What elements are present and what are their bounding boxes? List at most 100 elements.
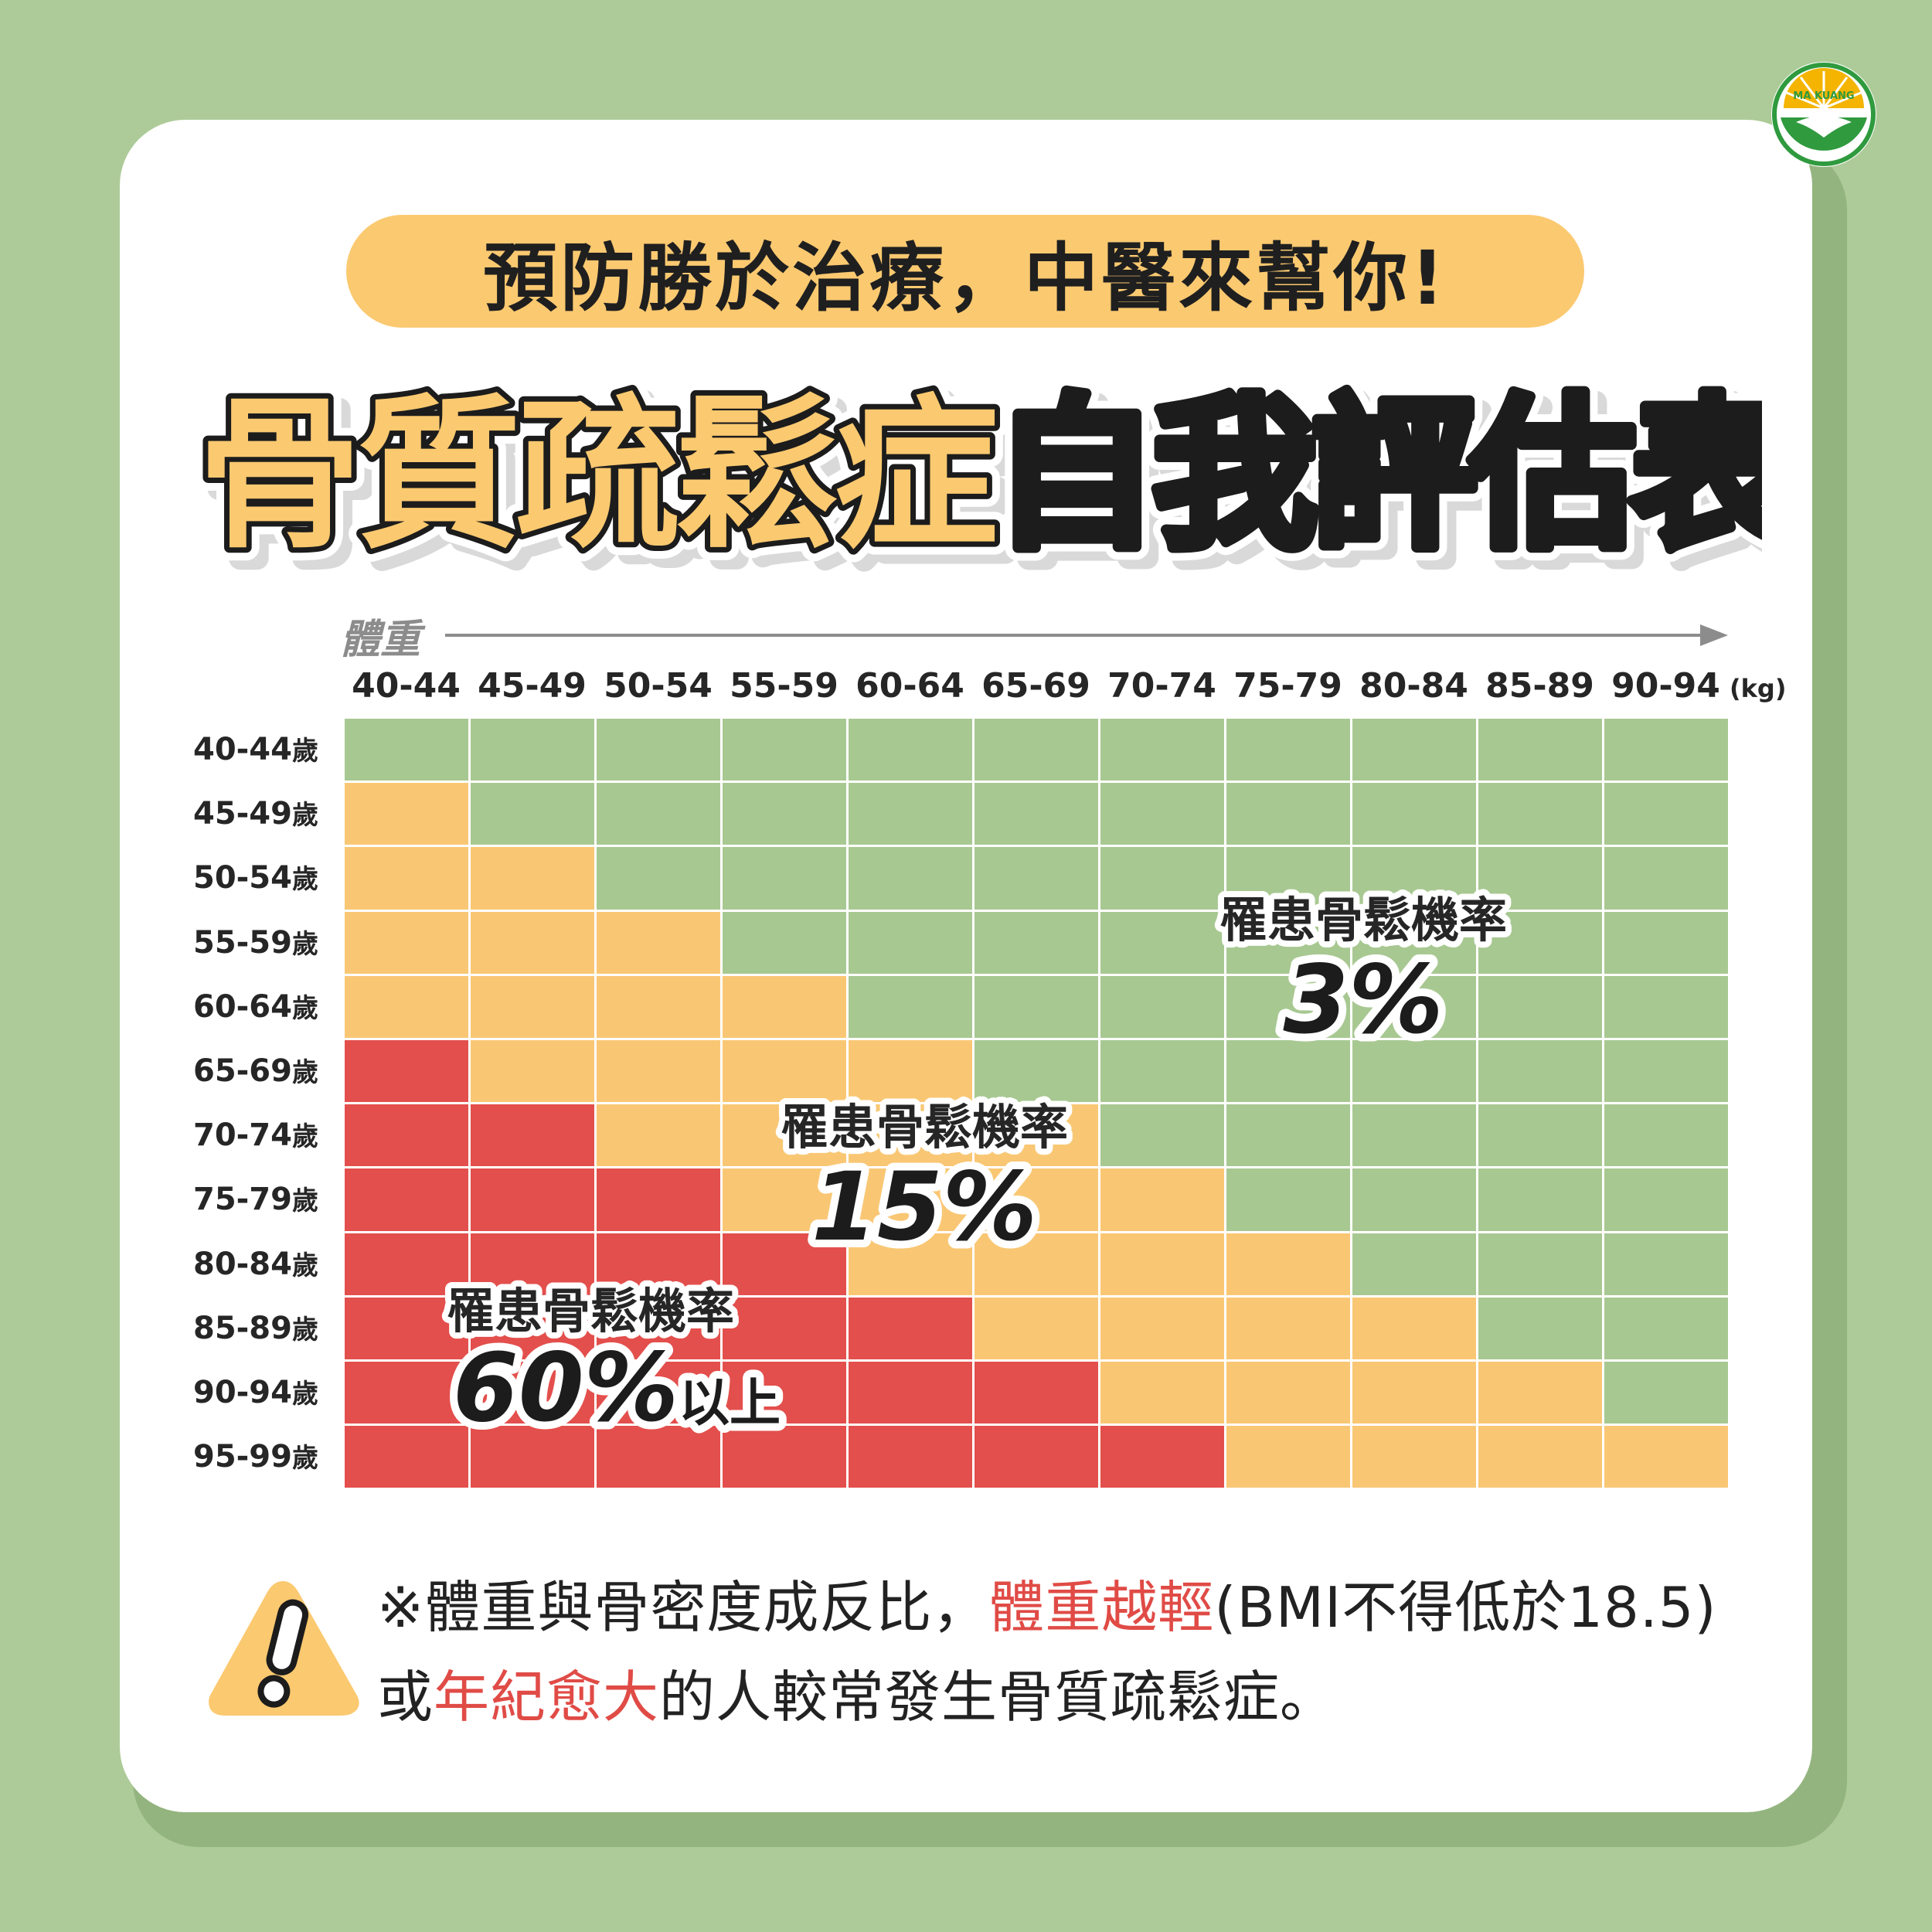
heatmap-cell — [1603, 1167, 1730, 1233]
heatmap-cell — [1477, 1424, 1604, 1490]
heatmap-cell — [1225, 1424, 1352, 1490]
heatmap-cell — [469, 1231, 596, 1297]
heatmap-cell — [595, 1039, 722, 1104]
x-axis-label: 體重 — [340, 617, 421, 663]
heatmap-cell — [1099, 974, 1226, 1039]
heatmap-cell — [847, 974, 974, 1039]
row-label-range: 95-99 — [193, 1439, 292, 1475]
title-rest: 自我評估表 — [994, 379, 1762, 570]
heatmap-cell — [973, 1360, 1100, 1426]
heatmap-cell — [847, 717, 974, 783]
row-label-range: 45-49 — [193, 796, 292, 832]
heatmap-cell — [469, 974, 596, 1039]
heatmap-cell — [469, 1167, 596, 1233]
risk-heatmap — [343, 717, 1730, 1490]
row-label: 90-94歲 — [193, 1360, 337, 1425]
row-label: 50-54歲 — [193, 845, 337, 910]
column-label: 75-79 — [1233, 666, 1342, 706]
note-highlight-weight: 體重越輕 — [988, 1575, 1215, 1640]
column-label: 60-64 — [855, 666, 964, 706]
heatmap-cell — [847, 1103, 974, 1168]
heatmap-cell — [1099, 1103, 1226, 1168]
heatmap-cell — [721, 1360, 848, 1426]
heatmap-cell — [1225, 1231, 1352, 1297]
column-label: 45-49 — [478, 666, 587, 706]
heatmap-cell — [973, 1295, 1100, 1361]
subtitle: 預防勝於治療，中醫來幫你! — [483, 234, 1447, 321]
heatmap-cell — [595, 974, 722, 1039]
row-label-range: 80-84 — [193, 1246, 292, 1282]
heatmap-cell — [847, 1167, 974, 1233]
heatmap-cell — [721, 1103, 848, 1168]
heatmap-cell — [1603, 1103, 1730, 1168]
title-highlight: 骨質疏鬆症 — [198, 379, 995, 570]
heatmap-cell — [1477, 717, 1604, 783]
heatmap-cell — [1225, 910, 1352, 975]
heatmap-cell — [1225, 1103, 1352, 1168]
heatmap-cell — [973, 717, 1100, 783]
heatmap-cell — [343, 910, 470, 975]
row-label-suffix: 歲 — [291, 864, 318, 896]
row-label-range: 65-69 — [193, 1053, 292, 1089]
heatmap-cell — [595, 717, 722, 783]
heatmap-cell — [595, 1167, 722, 1233]
heatmap-cell — [847, 1231, 974, 1297]
heatmap-cell — [469, 717, 596, 783]
heatmap-cell — [1477, 974, 1604, 1039]
heatmap-cell — [1351, 845, 1478, 911]
heatmap-cell — [1099, 845, 1226, 911]
heatmap-cell — [1603, 781, 1730, 847]
heatmap-cell — [1099, 910, 1226, 975]
heatmap-cell — [1603, 974, 1730, 1039]
row-label-suffix: 歲 — [291, 1250, 318, 1281]
heatmap-cell — [721, 1295, 848, 1361]
row-label-suffix: 歲 — [291, 800, 318, 832]
main-title: 骨質疏鬆症自我評估表 骨質疏鬆症自我評估表 骨質疏鬆症自我評估表 骨質疏鬆症自我… — [185, 366, 1762, 580]
heatmap-cell — [1351, 1424, 1478, 1490]
heatmap-cell — [595, 781, 722, 847]
heatmap-cell — [1225, 1295, 1352, 1361]
heatmap-cell — [469, 1039, 596, 1104]
note-part2: (BMI不得低於18.5)或 — [377, 1575, 1717, 1730]
heatmap-cell — [1351, 1360, 1478, 1426]
row-label: 55-59歲 — [193, 910, 337, 975]
heatmap-cell — [1099, 1424, 1226, 1490]
heatmap-cell — [973, 1103, 1100, 1168]
heatmap-cell — [595, 1295, 722, 1361]
heatmap-cell — [1477, 910, 1604, 975]
row-label-suffix: 歲 — [291, 1314, 318, 1345]
heatmap-cell — [1351, 974, 1478, 1039]
row-label-suffix: 歲 — [291, 736, 318, 767]
heatmap-cell — [1225, 1167, 1352, 1233]
heatmap-cell — [595, 910, 722, 975]
heatmap-cell — [847, 1295, 974, 1361]
row-label: 45-49歲 — [193, 781, 337, 846]
title-fill: 骨質疏鬆症自我評估表 — [198, 379, 1762, 570]
row-label-suffix: 歲 — [291, 1121, 318, 1153]
heatmap-cell — [1477, 1103, 1604, 1168]
heatmap-cell — [343, 1424, 470, 1490]
note-part1: ※體重與骨密度成反比， — [377, 1575, 989, 1640]
heatmap-cell — [1099, 1231, 1226, 1297]
heatmap-cell — [469, 910, 596, 975]
heatmap-cell — [1603, 717, 1730, 783]
heatmap-cell — [1477, 845, 1604, 911]
heatmap-cell — [847, 1424, 974, 1490]
heatmap-cell — [1225, 974, 1352, 1039]
title-outline-dark: 骨質疏鬆症自我評估表 — [198, 379, 1762, 570]
logo-text: MA KUANG — [1793, 90, 1854, 102]
column-label: 70-74 — [1107, 666, 1216, 706]
heatmap-cell — [973, 1424, 1100, 1490]
x-axis-arrow — [445, 624, 1728, 646]
heatmap-cell — [1351, 1295, 1478, 1361]
row-label: 40-44歲 — [193, 717, 337, 782]
heatmap-cell — [1603, 1231, 1730, 1297]
row-label-range: 60-64 — [193, 988, 292, 1025]
row-label-suffix: 歲 — [291, 1379, 318, 1410]
x-unit: (kg) — [1730, 674, 1787, 703]
row-label-suffix: 歲 — [291, 1443, 318, 1475]
note-highlight-age: 年紀愈大 — [434, 1665, 660, 1730]
heatmap-cell — [1477, 1231, 1604, 1297]
heatmap-cell — [973, 1231, 1100, 1297]
heatmap-cell — [1099, 1167, 1226, 1233]
